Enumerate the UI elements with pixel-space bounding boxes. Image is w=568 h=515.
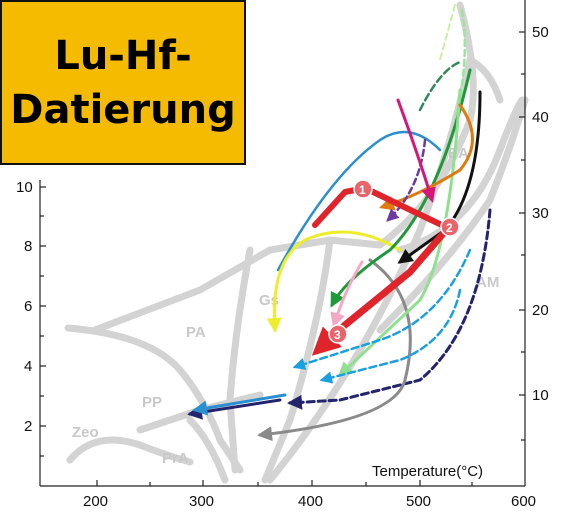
facies-line-pra-left	[186, 416, 229, 484]
y-right-tick-label: 10	[532, 387, 549, 404]
title-line-1: Lu-Hf-	[54, 32, 192, 79]
facies-line-zeo-lower	[66, 436, 194, 466]
title-box: Lu-Hf- Datierung	[0, 0, 246, 165]
path-purple	[386, 138, 427, 222]
path-navy-dashed	[287, 208, 492, 410]
facies-label-pp: PP	[142, 394, 162, 411]
path-lightgreen-dashed	[453, 8, 467, 122]
y-right-tick-label: 20	[532, 302, 549, 319]
y-left-tick-label: 8	[24, 238, 32, 255]
facies-line-upper-right	[466, 56, 504, 104]
y-right-tick-label: 50	[532, 24, 549, 41]
svg-text:3: 3	[334, 328, 341, 342]
path-orange	[379, 103, 474, 211]
facies-label-zeo: Zeo	[72, 424, 99, 441]
y-left-tick-label: 6	[24, 298, 32, 315]
y-left-tick-label: 10	[16, 179, 33, 196]
y-left-tick-label: 2	[24, 418, 32, 435]
path-blue-arc	[276, 130, 442, 272]
facies-line-pa-upper	[91, 236, 384, 334]
svg-text:1: 1	[359, 183, 366, 197]
path-yellow	[266, 230, 402, 333]
path-green-dashed	[439, 4, 456, 61]
path-sky-dashed-1	[292, 248, 472, 370]
step-marker-3: 3	[328, 324, 348, 344]
facies-line-ea-right	[396, 96, 526, 254]
path-green-dashed-2	[418, 60, 462, 112]
x-tick-label: 200	[83, 493, 108, 510]
step-marker-1: 1	[353, 179, 373, 199]
path-blue-solid	[192, 393, 287, 416]
facies-label-am: AM	[476, 274, 499, 291]
facies-line-gs-left	[226, 246, 254, 474]
path-dark-green	[330, 68, 472, 308]
path-magenta	[396, 98, 436, 203]
x-tick-label: 300	[189, 493, 214, 510]
x-axis-label: Temperature(°C)	[372, 463, 483, 480]
x-tick-label: 600	[511, 493, 536, 510]
y-left-tick-label: 4	[24, 358, 32, 375]
y-right-tick-label: 40	[532, 109, 549, 126]
facies-line-pp-zeo	[64, 324, 244, 474]
title-line-2: Datierung	[10, 86, 236, 133]
axes	[39, 0, 526, 487]
path-sky-dashed-2	[319, 288, 462, 384]
step-marker-2: 2	[440, 217, 460, 237]
x-tick-label: 500	[406, 493, 431, 510]
y-right-tick-label: 30	[532, 205, 549, 222]
facies-label-pra: PrA	[162, 450, 189, 467]
x-tick-label: 400	[298, 493, 323, 510]
facies-line-am	[376, 96, 529, 334]
path-pink	[330, 260, 364, 328]
pt-paths	[187, 4, 492, 442]
facies-label-pa: PA	[186, 324, 206, 341]
path-gray	[257, 258, 412, 442]
svg-text:2: 2	[446, 221, 453, 235]
